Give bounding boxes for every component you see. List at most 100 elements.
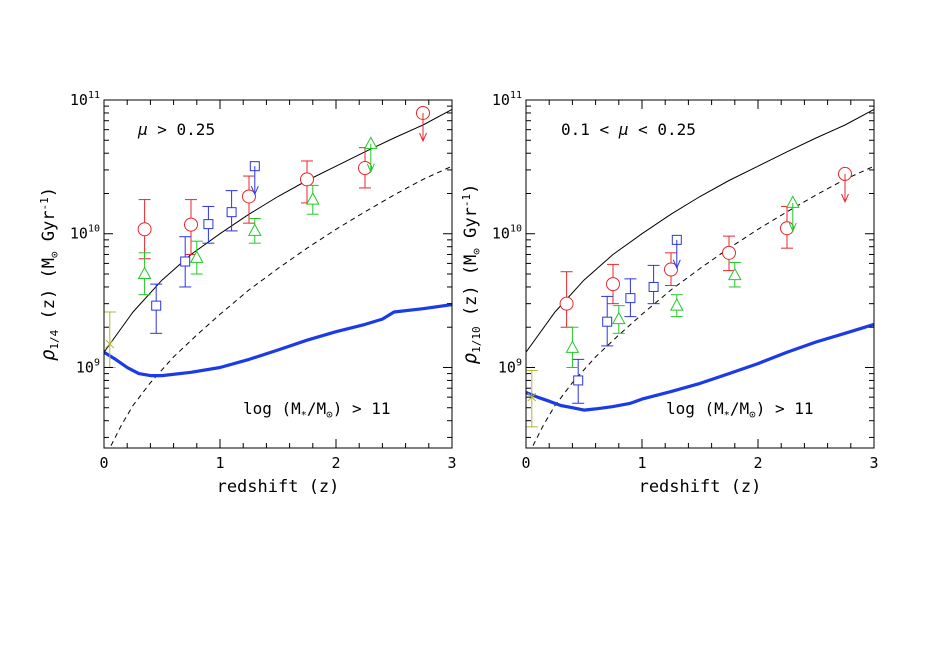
right-y-axis-title: ρ1/10 (z) (M⊙ Gyr-1) bbox=[459, 184, 483, 365]
square-marker bbox=[625, 293, 636, 304]
right-triangles-point bbox=[727, 261, 742, 288]
left-squares-point bbox=[150, 283, 163, 334]
square-marker bbox=[648, 281, 659, 292]
circle-marker bbox=[664, 262, 678, 277]
left-squares-point bbox=[225, 190, 238, 232]
right-triangles-point bbox=[565, 326, 580, 368]
left-dashed-curve bbox=[110, 165, 452, 446]
cross-marker-b bbox=[105, 339, 115, 349]
right-annotation-mass: log (M*/M⊙) > 11 bbox=[666, 399, 814, 421]
square-marker bbox=[226, 207, 237, 218]
right-circles-point bbox=[606, 263, 620, 305]
right-solid-curve bbox=[526, 108, 874, 353]
triangle-marker bbox=[137, 266, 152, 279]
left-ticks: 0 1 2 3 109 1010 1011 bbox=[70, 90, 457, 472]
cross-marker-b bbox=[527, 392, 537, 402]
square-marker bbox=[203, 219, 214, 230]
right-squares-point bbox=[601, 295, 614, 347]
upper-limit-arrowhead bbox=[788, 222, 797, 233]
right-panel: 0 1 2 3 109 1010 1011 0.1 < μ < 0.25 log (M*/M… bbox=[459, 90, 879, 497]
left-solid-curve bbox=[104, 108, 452, 353]
right-ticks: 0 1 2 3 109 1010 1011 bbox=[492, 90, 879, 472]
right-squares-point bbox=[647, 264, 660, 305]
triangle-marker bbox=[247, 223, 262, 236]
left-model-curve bbox=[104, 303, 452, 378]
upper-limit-arrowhead bbox=[250, 185, 259, 196]
left-squares-point bbox=[179, 236, 192, 288]
right-y-tick-label: 1011 bbox=[492, 90, 522, 109]
circle-marker bbox=[559, 296, 574, 311]
left-x-tick-label: 0 bbox=[99, 454, 108, 472]
triangle-marker bbox=[565, 340, 580, 353]
left-circle-limit-point bbox=[416, 105, 430, 143]
left-square-limit-point bbox=[249, 161, 260, 196]
right-plot-marks bbox=[526, 108, 874, 446]
left-local-point bbox=[104, 311, 116, 368]
left-circles-point bbox=[184, 199, 198, 255]
right-x-tick-label: 3 bbox=[869, 454, 878, 472]
triangle-marker bbox=[189, 250, 204, 263]
left-y-axis-title: ρ1/4 (z) (M⊙ Gyr-1) bbox=[37, 187, 61, 361]
left-panel: 0 1 2 3 109 1010 1011 μ > 0.25 log (M*/M⊙) > 1… bbox=[37, 90, 457, 497]
left-squares-point bbox=[202, 205, 215, 244]
left-y-tick-label: 109 bbox=[76, 357, 100, 376]
left-x-tick-label: 2 bbox=[331, 454, 340, 472]
triangle-marker bbox=[611, 311, 626, 325]
right-local-point bbox=[526, 369, 538, 428]
right-x-tick-label: 1 bbox=[637, 454, 646, 472]
right-x-tick-label: 2 bbox=[753, 454, 762, 472]
triangle-marker bbox=[669, 298, 684, 311]
left-x-axis-title: redshift (z) bbox=[217, 477, 340, 497]
right-triangles-point bbox=[611, 305, 626, 334]
left-y-tick-label: 1010 bbox=[70, 224, 100, 243]
circle-marker bbox=[184, 217, 198, 232]
right-x-tick-label: 0 bbox=[521, 454, 530, 472]
left-triangles-point bbox=[189, 240, 204, 275]
upper-limit-arrowhead bbox=[672, 259, 681, 270]
right-y-tick-label: 1010 bbox=[492, 224, 522, 243]
right-circles-point bbox=[722, 235, 736, 272]
circle-marker bbox=[606, 277, 620, 292]
circle-marker bbox=[137, 222, 152, 237]
upper-limit-arrowhead bbox=[841, 193, 849, 204]
right-triangles-point bbox=[669, 294, 684, 318]
left-plot-frame bbox=[103, 99, 453, 449]
right-clipped-marks bbox=[526, 108, 874, 446]
upper-limit-arrowhead bbox=[366, 163, 375, 174]
circle-marker bbox=[300, 172, 314, 187]
upper-limit-arrowhead bbox=[419, 132, 427, 143]
right-circles-point bbox=[664, 252, 678, 287]
left-triangles-point bbox=[247, 218, 262, 244]
square-marker bbox=[602, 316, 613, 327]
left-triangles-point bbox=[305, 184, 320, 215]
right-dashed-curve bbox=[532, 165, 874, 446]
square-marker bbox=[151, 300, 162, 311]
left-circles-point bbox=[137, 199, 152, 260]
circle-marker bbox=[242, 189, 256, 204]
right-circle-limit-point bbox=[838, 166, 852, 204]
left-plot-marks bbox=[104, 105, 452, 446]
triangle-marker bbox=[727, 267, 742, 281]
right-square-limit-point bbox=[671, 234, 682, 270]
left-circles-point bbox=[242, 175, 256, 224]
circle-marker bbox=[358, 161, 372, 176]
square-marker bbox=[180, 256, 191, 267]
right-triangle-limit-point bbox=[785, 195, 800, 233]
left-clipped-marks bbox=[104, 105, 452, 446]
left-y-tick-label: 1011 bbox=[70, 90, 100, 109]
right-x-axis-title: redshift (z) bbox=[639, 477, 762, 497]
left-x-tick-label: 3 bbox=[447, 454, 456, 472]
left-triangles-point bbox=[137, 252, 152, 296]
right-squares-point bbox=[624, 278, 637, 318]
left-annotation-mu: μ > 0.25 bbox=[137, 120, 215, 139]
left-x-tick-label: 1 bbox=[215, 454, 224, 472]
right-model-curve bbox=[526, 322, 874, 412]
left-annotation-mass: log (M*/M⊙) > 11 bbox=[243, 399, 391, 421]
right-annotation-mu: 0.1 < μ < 0.25 bbox=[561, 120, 696, 139]
right-circles-point bbox=[559, 271, 574, 328]
square-marker bbox=[573, 375, 584, 386]
triangle-marker bbox=[305, 192, 320, 205]
left-circles-point bbox=[358, 147, 372, 189]
right-squares-point bbox=[572, 358, 585, 404]
